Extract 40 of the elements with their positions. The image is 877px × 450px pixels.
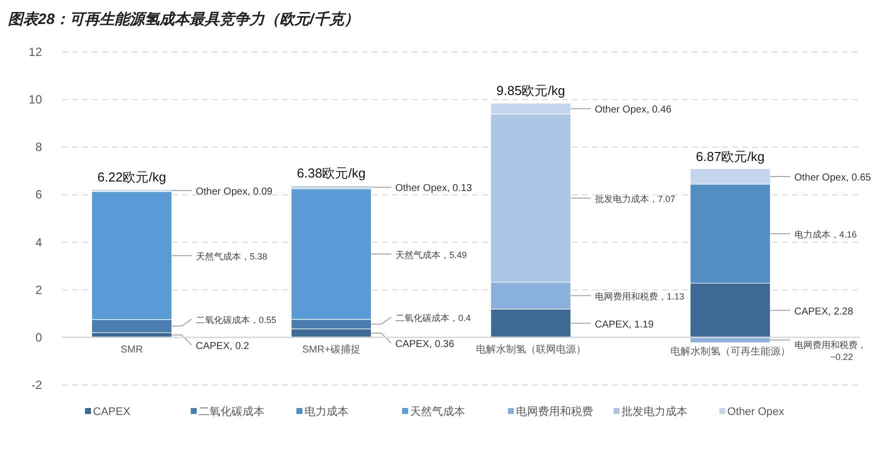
y-tick-label: 8 xyxy=(35,140,42,154)
x-tick-label: SMR xyxy=(120,344,143,356)
x-tick-label: 电解水制氢（联网电源） xyxy=(476,343,586,356)
data-label: CAPEX, 0.2 xyxy=(196,341,250,352)
data-label: 电网费用和税费，−0.22 xyxy=(794,340,866,362)
y-tick-label: -2 xyxy=(31,378,42,392)
total-label: 6.38欧元/kg xyxy=(296,166,366,181)
total-label: 9.85欧元/kg xyxy=(496,83,566,98)
data-label: 二氧化碳成本，0.4 xyxy=(395,313,471,324)
y-tick-label: 10 xyxy=(28,92,42,107)
data-label: 天然气成本，5.38 xyxy=(196,252,268,262)
y-tick-label: 4 xyxy=(35,235,42,250)
data-label: CAPEX, 0.36 xyxy=(395,339,455,350)
y-tick-label: 6 xyxy=(35,188,42,202)
data-label: CAPEX, 2.28 xyxy=(794,306,854,318)
data-label: CAPEX, 1.19 xyxy=(594,319,654,330)
data-label: Other Opex, 0.09 xyxy=(196,186,273,198)
x-tick-label: SMR+碳捕捉 xyxy=(302,343,360,356)
legend-label: 电力成本 xyxy=(304,405,348,418)
y-tick-label: 12 xyxy=(28,45,42,59)
data-label: Other Opex, 0.65 xyxy=(794,172,872,184)
legend-label: CAPEX xyxy=(93,406,131,418)
y-tick-label: 0 xyxy=(35,330,42,344)
data-label: Other Opex, 0.13 xyxy=(395,183,472,194)
x-tick-label: 电解水制氢（可再生能源） xyxy=(670,345,790,358)
total-label: 6.87欧元/kg xyxy=(696,148,765,164)
legend-label: 天然气成本 xyxy=(410,405,466,418)
y-tick-label: 2 xyxy=(35,282,42,297)
legend-label: 电网费用和税费 xyxy=(516,405,593,418)
data-label: 批发电力成本，7.07 xyxy=(594,194,676,204)
data-label: 二氧化碳成本，0.55 xyxy=(196,315,276,326)
legend-label: Other Opex xyxy=(727,406,785,418)
total-label: 6.22欧元/kg xyxy=(97,169,166,184)
legend-label: 批发电力成本 xyxy=(622,405,688,418)
legend-label: 二氧化碳成本 xyxy=(198,405,265,418)
data-label: 电网费用和税费，1.13 xyxy=(594,292,684,302)
data-label: 电力成本，4.16 xyxy=(794,230,857,240)
chart-title: 图表28：可再生能源氢成本最具竞争力（欧元/千克） xyxy=(8,10,359,28)
data-label: 天然气成本，5.49 xyxy=(395,250,467,260)
data-label: Other Opex, 0.46 xyxy=(594,104,672,116)
